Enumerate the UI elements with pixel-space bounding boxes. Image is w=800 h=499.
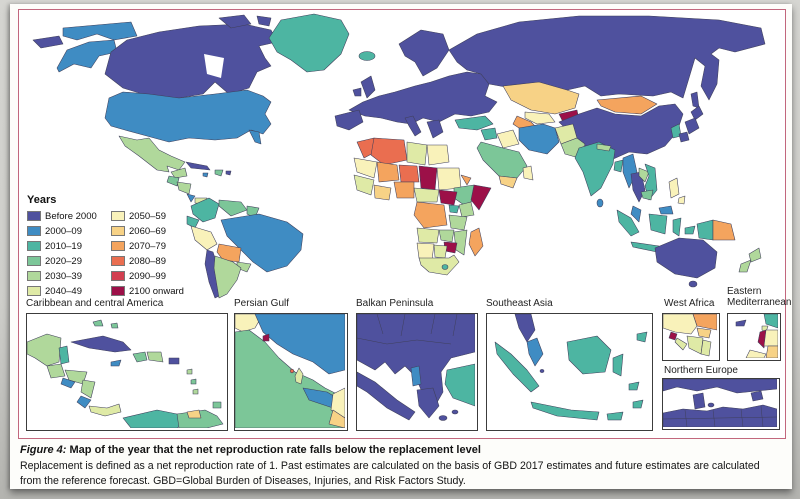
journal-page: Years Before 2000 2000–09 2010–19 2020–2… xyxy=(10,4,792,489)
inset-west-africa xyxy=(662,313,720,361)
inset-balkan-map xyxy=(357,314,475,421)
inset-caribbean xyxy=(26,313,228,431)
legend-label: 2030–39 xyxy=(45,270,82,282)
world-map xyxy=(32,13,766,299)
inset-label-eastern-mediterranean: Eastern Mediterranean xyxy=(727,286,792,308)
inset-west-africa-map xyxy=(663,314,717,357)
legend-item: 2030–39 xyxy=(27,269,111,283)
inset-eastern-mediterranean xyxy=(727,313,781,361)
legend-item: Before 2000 xyxy=(27,209,111,223)
figure-number: Figure 4: xyxy=(20,444,67,456)
legend-item: 2000–09 xyxy=(27,224,111,238)
inset-label-southeast-asia: Southeast Asia xyxy=(486,298,553,309)
legend-item: 2020–29 xyxy=(27,254,111,268)
legend-label: 2010–19 xyxy=(45,240,82,252)
world-map-container xyxy=(19,10,785,302)
legend-label: 2070–79 xyxy=(129,240,166,252)
legend-swatch xyxy=(111,256,125,266)
legend-swatch xyxy=(27,256,41,266)
legend-item: 2070–79 xyxy=(111,239,197,253)
inset-label-balkan: Balkan Peninsula xyxy=(356,298,434,309)
inset-label-northern-europe: Northern Europe xyxy=(664,365,738,376)
legend-swatch xyxy=(27,271,41,281)
inset-label-persian-gulf: Persian Gulf xyxy=(234,298,290,309)
legend-swatch xyxy=(111,226,125,236)
legend-label: 2090–99 xyxy=(129,270,166,282)
legend-swatch xyxy=(27,286,41,296)
oceania-regions xyxy=(616,177,762,288)
legend-swatch xyxy=(111,241,125,251)
legend-label: 2040–49 xyxy=(45,285,82,297)
legend-swatch xyxy=(27,241,41,251)
legend-item: 2040–49 xyxy=(27,284,111,298)
middle-east-south-asia-regions xyxy=(454,115,658,223)
legend-swatch xyxy=(27,226,41,236)
figure-title-line: Figure 4: Map of the year that the net r… xyxy=(20,444,778,456)
inset-southeast-asia xyxy=(486,313,653,431)
map-legend: Years Before 2000 2000–09 2010–19 2020–2… xyxy=(27,194,197,298)
legend-item: 2010–19 xyxy=(27,239,111,253)
inset-eastern-mediterranean-map xyxy=(735,314,778,358)
figure-note: Replacement is defined as a net reproduc… xyxy=(20,460,760,487)
figure-panel: Years Before 2000 2000–09 2010–19 2020–2… xyxy=(18,9,792,439)
legend-item: 2060–69 xyxy=(111,224,197,238)
legend-item: 2090–99 xyxy=(111,269,197,283)
africa-regions xyxy=(353,137,492,276)
legend-item: 2080–89 xyxy=(111,254,197,268)
legend-label: 2100 onward xyxy=(129,285,184,297)
legend-swatch xyxy=(111,271,125,281)
europe-regions xyxy=(334,29,498,139)
legend-swatch xyxy=(111,286,125,296)
russia-central-asia-regions xyxy=(448,15,766,161)
inset-balkan xyxy=(356,313,478,431)
inset-northern-europe xyxy=(662,378,780,430)
legend-label: 2050–59 xyxy=(129,210,166,222)
legend-swatch xyxy=(27,211,41,221)
north-america-regions xyxy=(32,13,376,205)
legend-label: Before 2000 xyxy=(45,210,97,222)
inset-persian-gulf-map xyxy=(235,314,345,428)
legend-label: 2060–69 xyxy=(129,225,166,237)
legend-grid: Before 2000 2000–09 2010–19 2020–29 2030… xyxy=(27,209,197,298)
legend-label: 2080–89 xyxy=(129,255,166,267)
south-america-regions xyxy=(186,197,304,299)
inset-persian-gulf xyxy=(234,313,348,431)
legend-label: 2020–29 xyxy=(45,255,82,267)
legend-title: Years xyxy=(27,194,57,206)
legend-item: 2050–59 xyxy=(111,209,197,223)
inset-label-caribbean: Caribbean and central America xyxy=(26,298,164,309)
figure-title: Map of the year that the net reproductio… xyxy=(69,444,481,456)
inset-southeast-asia-map xyxy=(494,314,648,421)
inset-northern-europe-map xyxy=(663,379,777,427)
legend-swatch xyxy=(111,211,125,221)
legend-item: 2100 onward xyxy=(111,284,197,298)
figure-caption: Figure 4: Map of the year that the net r… xyxy=(20,444,778,488)
inset-label-west-africa: West Africa xyxy=(664,298,715,309)
inset-caribbean-map xyxy=(27,319,224,428)
legend-label: 2000–09 xyxy=(45,225,82,237)
